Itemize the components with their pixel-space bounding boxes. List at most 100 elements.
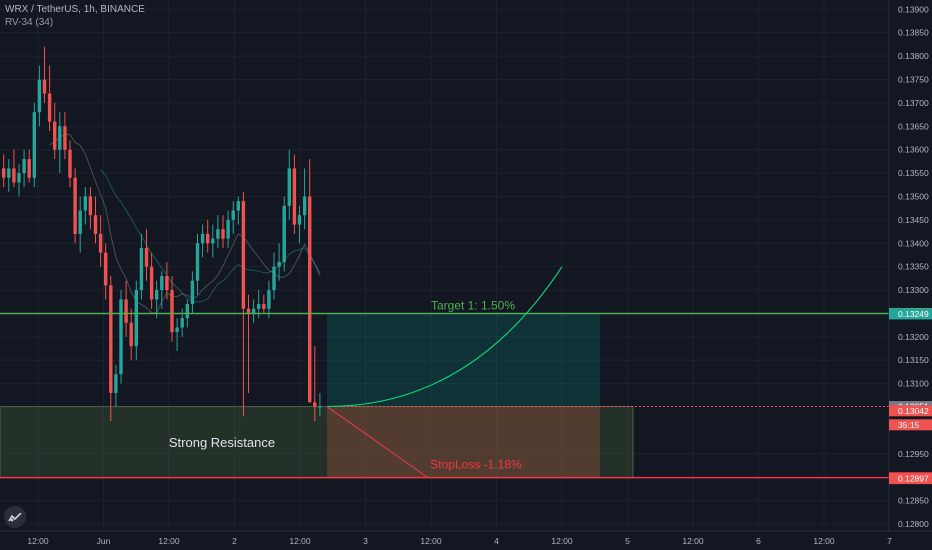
candle <box>175 318 179 351</box>
profit-zone <box>327 313 600 407</box>
x-tick-label: 12:00 <box>551 536 573 546</box>
candle <box>282 196 286 272</box>
y-tick-label: 0.12950 <box>898 449 929 459</box>
candle <box>211 224 215 258</box>
candle <box>63 112 67 160</box>
svg-text:35:15: 35:15 <box>898 420 920 430</box>
x-tick-label: 12:00 <box>682 536 704 546</box>
candle <box>190 271 195 314</box>
candle <box>98 215 103 267</box>
loss-zone <box>327 406 600 478</box>
price-axis-label: 0.13042 <box>889 405 932 417</box>
candle <box>313 346 317 422</box>
y-tick-label: 0.13100 <box>898 379 929 389</box>
candle <box>104 243 108 300</box>
y-tick-label: 0.13850 <box>898 28 929 38</box>
x-tick-label: 6 <box>756 536 761 546</box>
candle <box>241 191 246 417</box>
svg-text:0.13249: 0.13249 <box>898 309 929 319</box>
candle <box>226 210 230 248</box>
candle <box>170 276 174 342</box>
target-curve[interactable] <box>326 266 563 408</box>
candle <box>53 102 57 160</box>
candle <box>149 252 154 309</box>
moving-average-line <box>100 169 321 303</box>
x-tick-label: 4 <box>494 536 499 546</box>
time-axis[interactable]: 12:00 Jun 12:00 2 12:00 3 12:00 4 12:00 5 12:00 6 12… <box>0 530 932 546</box>
candle <box>93 196 98 244</box>
x-tick-label: 12:00 <box>158 536 180 546</box>
candle <box>2 154 6 188</box>
price-axis-label: 0.13249 <box>889 308 932 320</box>
indicator-label[interactable]: RV-34 (34) <box>5 17 54 28</box>
x-tick-label: 3 <box>363 536 368 546</box>
candle <box>134 280 138 361</box>
y-tick-label: 0.13450 <box>898 215 929 225</box>
price-axis-label: 35:15 <box>889 419 932 431</box>
candle <box>47 65 52 131</box>
candle <box>160 271 164 309</box>
candle <box>292 154 297 234</box>
y-tick-label: 0.12800 <box>898 519 929 529</box>
stoploss-path[interactable] <box>326 406 429 479</box>
x-tick-label: 7 <box>887 536 892 546</box>
drawings: Target 1: 1.50% StopLoss -1.18% Strong Res… <box>0 266 889 479</box>
candle <box>7 159 11 192</box>
candle <box>37 65 42 127</box>
candle <box>119 290 123 384</box>
candle <box>114 364 118 408</box>
svg-text:0.13042: 0.13042 <box>898 406 929 416</box>
y-tick-label: 0.13150 <box>898 355 929 365</box>
price-axis[interactable]: 0.13900 0.13850 0.13800 0.13750 0.13700 0.136… <box>888 0 932 550</box>
candle <box>200 224 205 258</box>
candle <box>144 229 149 281</box>
candle <box>318 392 322 417</box>
candle <box>221 215 225 248</box>
candle <box>139 233 144 300</box>
candle <box>42 46 47 103</box>
y-tick-label: 0.12850 <box>898 496 929 506</box>
candle <box>78 196 82 253</box>
candle <box>155 280 159 319</box>
tradingview-logo-icon[interactable] <box>4 506 26 528</box>
candle <box>251 299 256 323</box>
x-tick-label: 12:00 <box>420 536 442 546</box>
y-tick-label: 0.13200 <box>898 332 929 342</box>
stoploss-label: StopLoss -1.18% <box>430 458 522 472</box>
candle <box>129 308 133 361</box>
candle <box>124 280 128 337</box>
candle <box>236 196 240 225</box>
candle <box>195 233 200 295</box>
candle <box>88 187 93 230</box>
x-tick-label: 2 <box>232 536 237 546</box>
trade-zones <box>0 313 634 479</box>
candle <box>27 149 31 183</box>
candle <box>216 215 220 248</box>
price-axis-label: 0.12897 <box>889 473 932 485</box>
candle <box>165 261 169 300</box>
y-tick-label: 0.13700 <box>898 98 929 108</box>
y-tick-label: 0.13600 <box>898 145 929 155</box>
y-tick-label: 0.13800 <box>898 51 929 61</box>
candle <box>246 294 251 393</box>
candle <box>68 140 72 188</box>
candle <box>302 168 307 230</box>
resistance-label: Strong Resistance <box>169 435 275 450</box>
candle <box>58 112 62 174</box>
candle <box>287 149 291 220</box>
candle <box>73 168 77 244</box>
candle <box>262 294 266 314</box>
symbol-title[interactable]: WRX / TetherUS, 1h, BINANCE <box>5 4 145 15</box>
target-label: Target 1: 1.50% <box>431 298 515 312</box>
x-tick-label: 5 <box>625 536 630 546</box>
y-tick-label: 0.13350 <box>898 262 929 272</box>
candle <box>109 276 113 422</box>
candles <box>2 46 322 422</box>
candle <box>277 243 281 281</box>
y-tick-label: 0.13300 <box>898 285 929 295</box>
candle <box>267 280 271 319</box>
candle <box>308 159 312 403</box>
candle <box>17 163 21 197</box>
y-tick-label: 0.13400 <box>898 238 929 248</box>
